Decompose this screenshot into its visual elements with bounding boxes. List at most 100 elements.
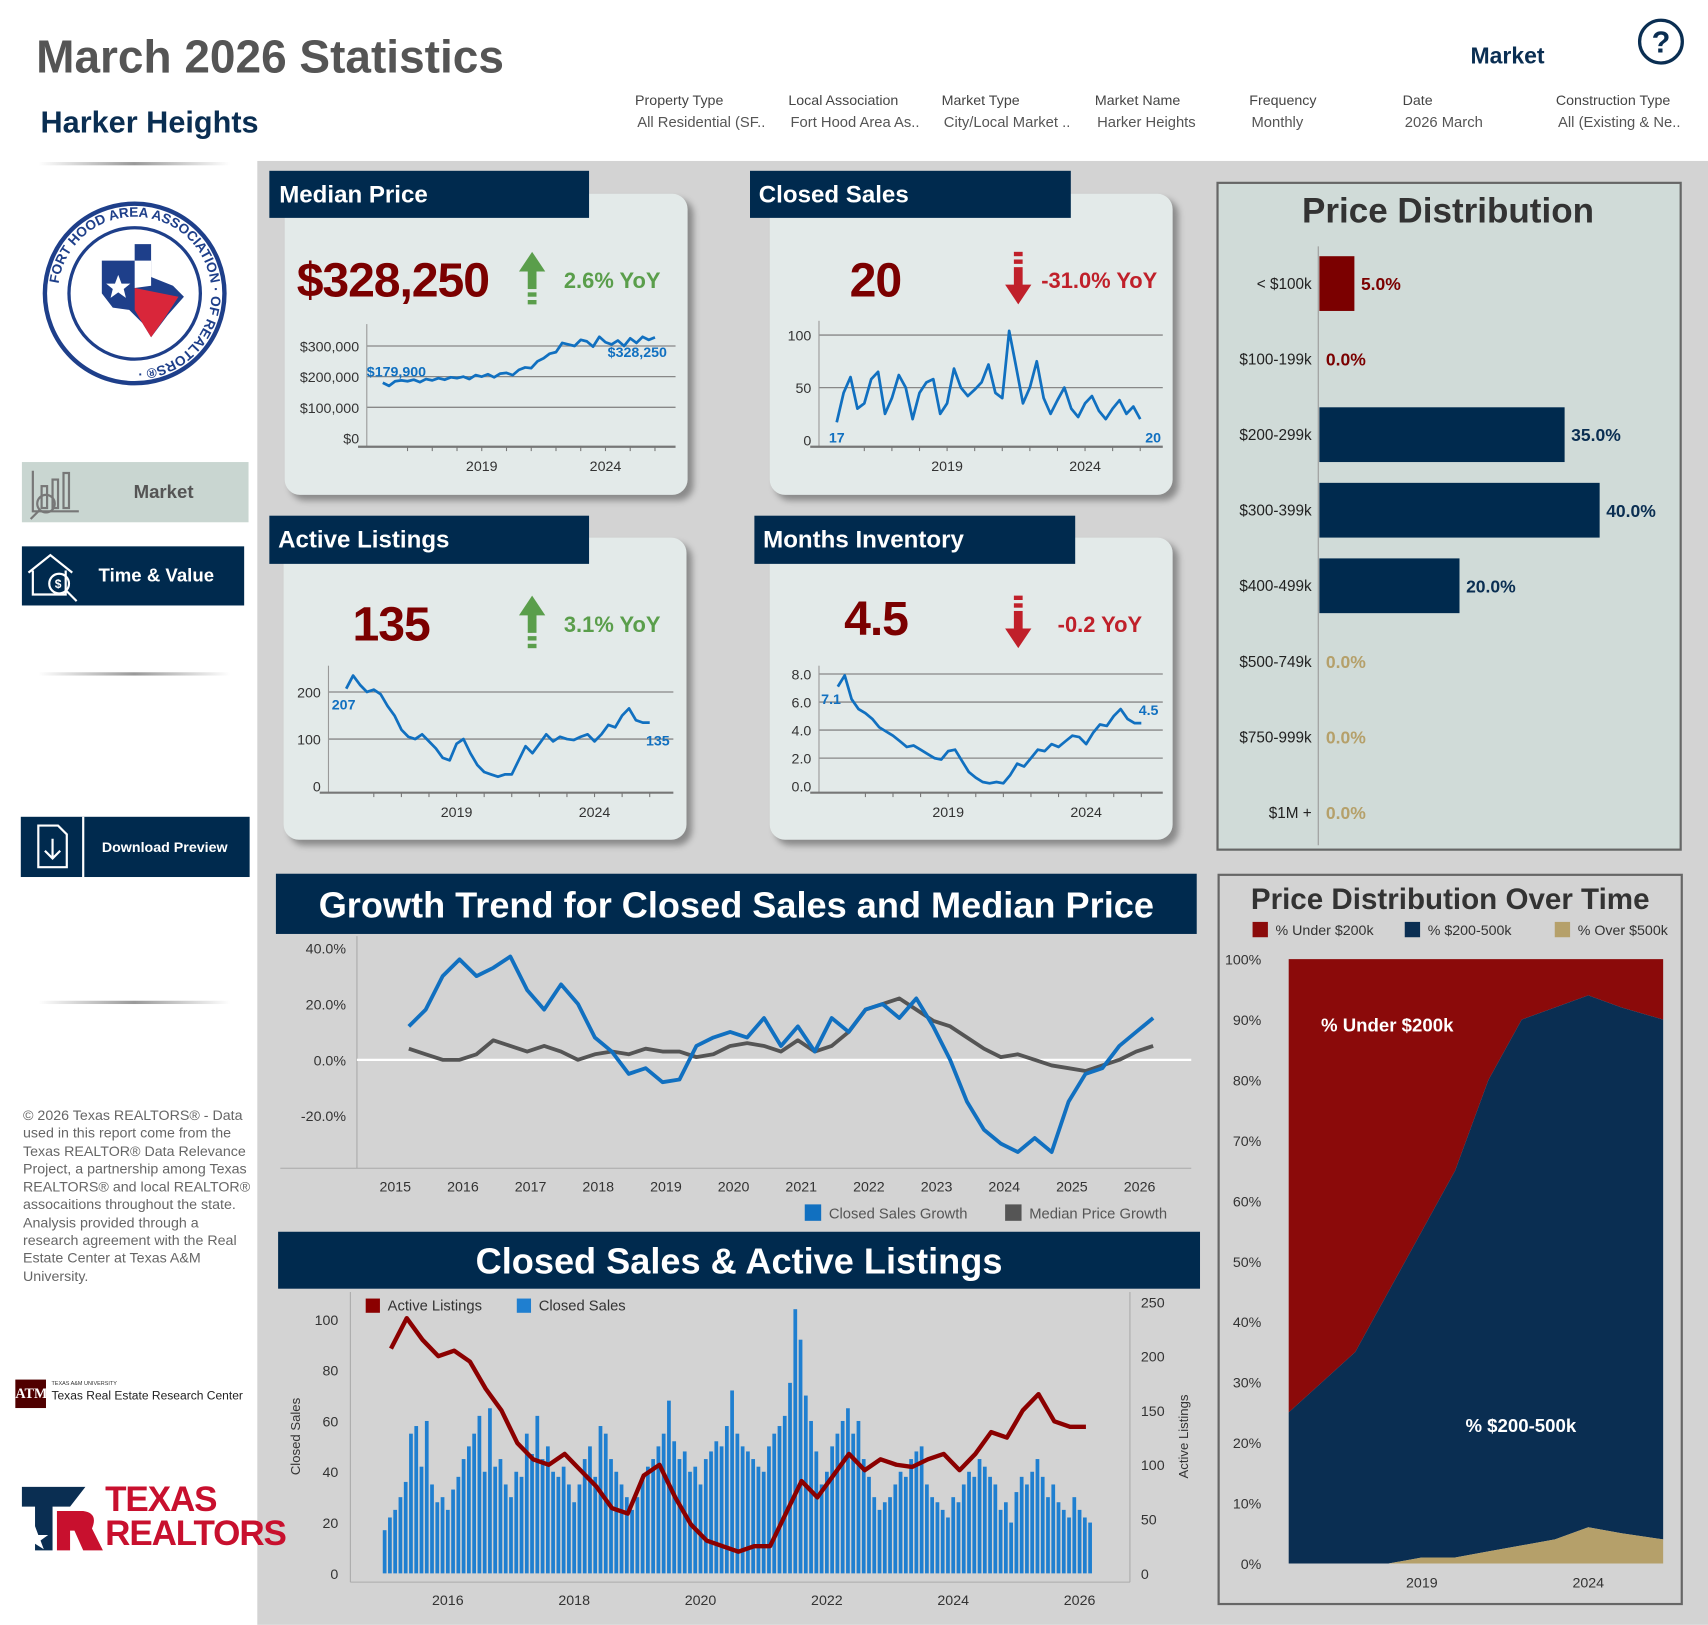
arrow-head (518, 251, 546, 272)
closed-sales-bar (1040, 1476, 1045, 1574)
left-tick-label: 0 (330, 1567, 338, 1583)
filter-label: Date (1402, 91, 1433, 109)
series-line (382, 335, 656, 388)
closed-sales-bar (388, 1517, 392, 1574)
filter-dropdown[interactable]: City/Local Market .. (943, 113, 1071, 131)
closed-sales-bar (651, 1459, 655, 1574)
x-tick-label: 2017 (515, 1179, 547, 1195)
filter-dropdown[interactable]: Harker Heights (1097, 113, 1196, 131)
category-label: $500-749k (1239, 654, 1312, 671)
up-arrow-icon (518, 251, 546, 305)
right-tick-label: 150 (1141, 1404, 1165, 1420)
tamu-research-center-logo: ATM TEXAS A&M UNIVERSITY Texas Real Esta… (15, 1379, 256, 1411)
download-preview-button[interactable]: Download Preview (20, 816, 250, 878)
closed-sales-bar (646, 1466, 650, 1574)
legend-swatch (804, 1204, 822, 1221)
active-listings-yoy: 3.1% YoY (563, 613, 661, 638)
closed-sales-bar (503, 1484, 508, 1574)
closed-sales-bar (977, 1459, 982, 1574)
y-tick-label: 4.0 (792, 724, 812, 740)
bar-value-label: 40.0% (1606, 501, 1656, 521)
median-price-value: $328,250 (296, 254, 490, 308)
legend-swatch (516, 1298, 532, 1313)
arrow-head (518, 595, 546, 616)
closed-sales-bar (614, 1471, 619, 1574)
x-tick-label: 2024 (1572, 1576, 1604, 1592)
legend-swatch (1554, 921, 1571, 938)
y-tick-label: 100% (1225, 953, 1262, 969)
help-question-icon[interactable]: ? (1637, 18, 1684, 65)
arrow-dash (1013, 251, 1023, 257)
filter-label: Market Type (941, 91, 1020, 109)
divider (38, 1000, 230, 1005)
closed-sales-bar (946, 1517, 950, 1574)
arrow-dash (527, 300, 537, 305)
closed-sales-bar (993, 1484, 998, 1574)
closed-sales-bar (567, 1484, 571, 1574)
closed-sales-bar (435, 1502, 440, 1574)
y-tick-label: 90% (1233, 1013, 1262, 1029)
closed-sales-bar (498, 1459, 503, 1574)
closed-sales-bar (825, 1471, 829, 1574)
x-tick-label: 2024 (937, 1593, 969, 1609)
filter-dropdown[interactable]: Fort Hood Area As.. (790, 113, 920, 131)
bar-value-label: 20.0% (1466, 576, 1516, 596)
closed-sales-bar (1004, 1502, 1008, 1574)
closed-sales-bar (756, 1466, 761, 1574)
closed-sales-bar (635, 1497, 640, 1574)
months-inventory-value: 4.5 (844, 592, 909, 646)
copyright-text: © 2026 Texas REALTORS® - Data used in th… (22, 1106, 251, 1284)
closed-sales-bar (1082, 1517, 1087, 1574)
right-tick-label: 200 (1141, 1350, 1165, 1366)
filter-dropdown[interactable]: All (Existing & Ne.. (1558, 113, 1681, 131)
closed-sales-bar (488, 1408, 492, 1574)
price-distribution-over-time-panel (1217, 873, 1683, 1606)
closed-sales-value: 20 (849, 254, 903, 308)
closed-sales-bar (919, 1446, 924, 1574)
closed-sales-bar (925, 1484, 929, 1574)
category-label: $300-399k (1239, 503, 1312, 520)
nav-market-button[interactable]: Market (21, 462, 249, 523)
price-bar (1319, 558, 1460, 614)
filter-label: Construction Type (1555, 91, 1671, 109)
closed-sales-bar (1051, 1484, 1056, 1574)
closed-sales-bar (588, 1446, 592, 1574)
closed-sales-bar (551, 1471, 555, 1574)
legend-label: Median Price Growth (1029, 1207, 1167, 1223)
closed-sales-bar (761, 1471, 766, 1574)
y-tick-label: $0 (343, 431, 359, 447)
y-tick-label: 0.0% (314, 1053, 347, 1069)
x-tick-label: 2019 (441, 805, 473, 821)
area-over-500k (1288, 1527, 1664, 1564)
closed-sales-bar (793, 1309, 798, 1574)
y-tick-label: 0 (803, 434, 811, 450)
filter-dropdown[interactable]: 2026 March (1404, 113, 1483, 131)
legend-label: Active Listings (388, 1299, 482, 1315)
closed-sales-bar (1014, 1492, 1019, 1574)
y-tick-label: $200,000 (300, 370, 359, 386)
first-value-label: 207 (332, 697, 356, 713)
y-tick-label: 10% (1233, 1497, 1262, 1513)
up-arrow-icon (518, 595, 546, 649)
closed-sales-bar (840, 1420, 845, 1574)
closed-sales-bar (740, 1446, 745, 1574)
x-tick-label: 2022 (853, 1179, 885, 1195)
download-preview-label: Download Preview (101, 838, 228, 856)
nav-time-value-button[interactable]: $ Time & Value (21, 546, 245, 606)
filter-dropdown[interactable]: All Residential (SF.. (637, 113, 766, 131)
market-chart-icon (29, 470, 79, 520)
x-tick-label: 2026 (1064, 1593, 1096, 1609)
closed-sales-bar (509, 1497, 513, 1574)
x-tick-label: 2022 (811, 1593, 843, 1609)
price-distribution-over-time-title: Price Distribution Over Time (1250, 882, 1650, 916)
first-value-label: $179,900 (367, 365, 426, 381)
active-listings-line (389, 1315, 1086, 1554)
active-listings-card (283, 537, 687, 840)
bar-value-label: 0.0% (1326, 803, 1366, 823)
closed-sales-yoy: -31.0% YoY (1041, 269, 1158, 294)
closed-sales-bar (1061, 1509, 1066, 1574)
filter-dropdown[interactable]: Monthly (1251, 113, 1304, 131)
closed-sales-bar (1088, 1522, 1092, 1574)
x-tick-label: 2024 (590, 459, 622, 475)
